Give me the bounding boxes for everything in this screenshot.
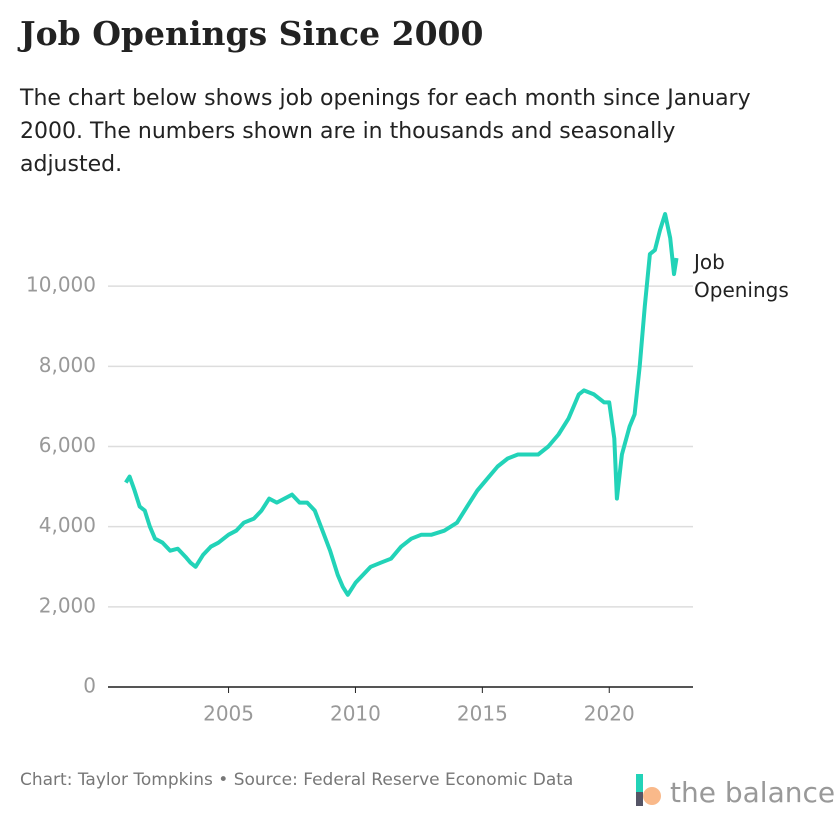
x-tick-label: 2005: [203, 702, 254, 726]
y-tick-label: 8,000: [39, 353, 96, 377]
logo: [636, 774, 661, 806]
x-tick-label: 2010: [330, 702, 381, 726]
x-tick-label: 2015: [457, 702, 508, 726]
logo-bar: [636, 774, 643, 806]
logo-block: [636, 792, 643, 806]
x-tick-label: 2020: [584, 702, 635, 726]
chart-title: Job Openings Since 2000: [20, 14, 484, 53]
chart-subtitle: The chart below shows job openings for e…: [20, 86, 751, 177]
y-tick-label: 6,000: [39, 433, 96, 457]
y-tick-label: 4,000: [39, 513, 96, 537]
y-tick-label: 10,000: [26, 273, 96, 297]
chart: 0 2,000 4,000 6,000 8,000 10,000 2005 2010 2015 2…: [26, 212, 693, 726]
brand: the balance: [670, 776, 836, 809]
y-tick-label: 2,000: [39, 593, 96, 617]
series-label: Job Openings: [694, 250, 789, 302]
source-note: Chart: Taylor Tompkins • Source: Federal…: [20, 770, 574, 790]
y-tick-label: 0: [83, 674, 96, 698]
line: [124, 212, 679, 597]
logo-dot: [643, 787, 661, 805]
